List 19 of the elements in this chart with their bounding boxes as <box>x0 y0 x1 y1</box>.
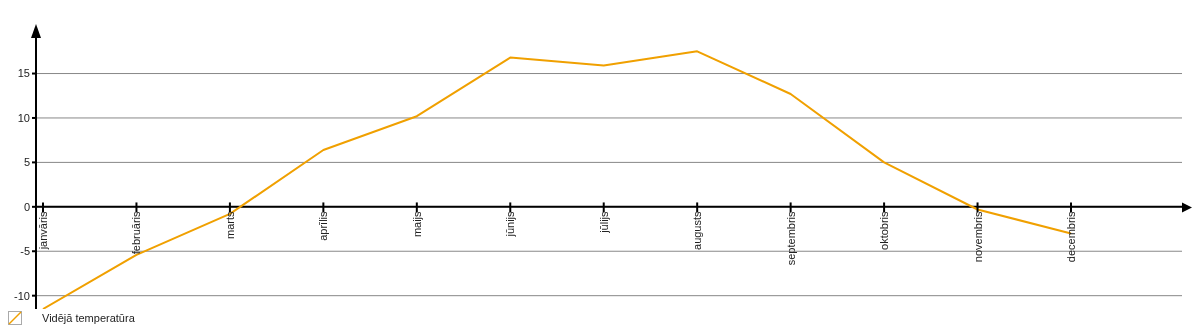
x-tick-label: marts <box>223 210 236 239</box>
x-tick-label: decembris <box>1065 210 1077 263</box>
x-tick-label: augusts <box>691 210 704 250</box>
y-tick-label: 0 <box>23 200 30 213</box>
y-tick-label: 5 <box>23 156 30 169</box>
x-tick-label: aprīlis <box>317 210 330 241</box>
x-tick-label: novembris <box>971 210 984 263</box>
y-tick-label: -10 <box>14 289 30 302</box>
y-tick-label: 10 <box>17 111 30 124</box>
y-tick-label: 15 <box>17 67 30 80</box>
x-tick-label: februāris <box>130 210 143 255</box>
legend-label: Vidējā temperatūra <box>42 312 135 324</box>
y-tick-label: -5 <box>20 245 30 258</box>
x-tick-label: janvāris <box>37 210 49 251</box>
x-tick-label: jūnijs <box>504 210 517 238</box>
x-tick-label: septembris <box>784 210 797 266</box>
x-tick-label: oktobris <box>878 210 891 250</box>
x-tick-label: maijs <box>410 210 423 238</box>
x-tick-label: jūlijs <box>597 210 610 234</box>
